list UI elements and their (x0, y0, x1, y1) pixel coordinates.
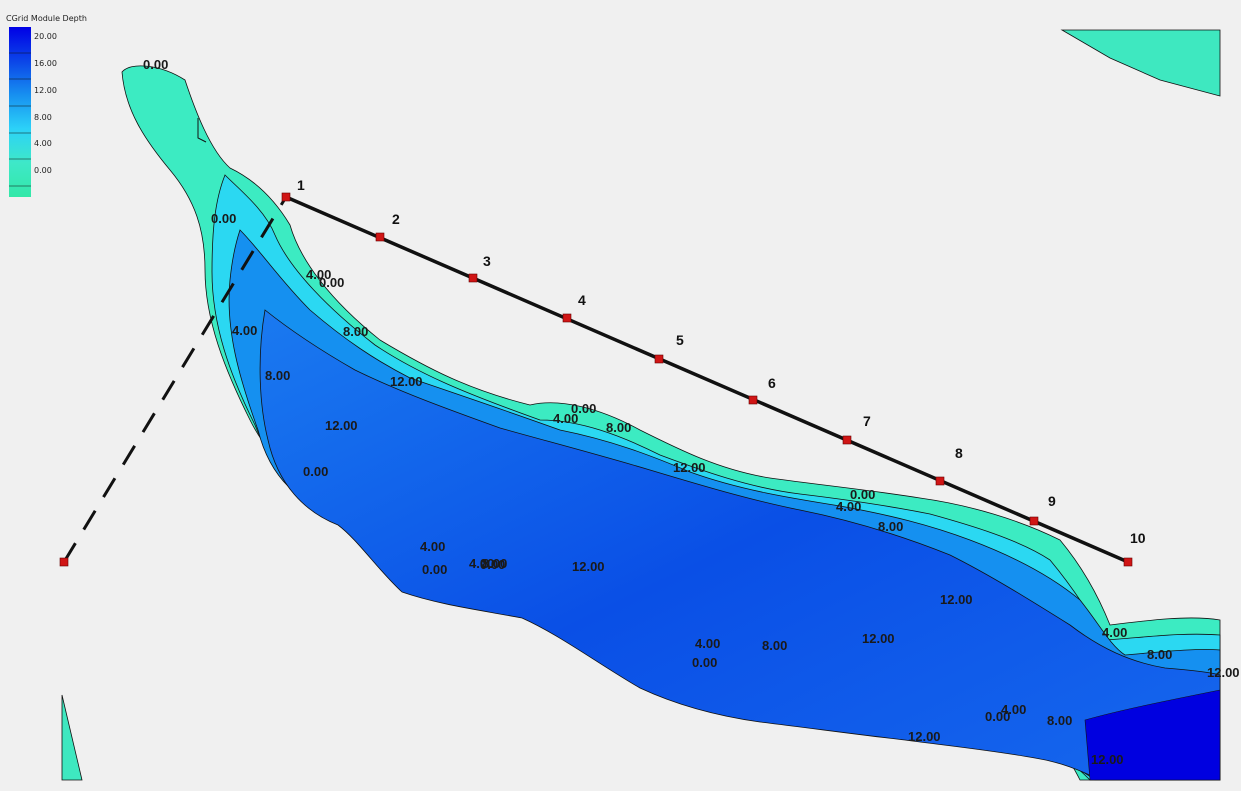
station-4[interactable]: 4 (562, 292, 586, 323)
station-2[interactable]: 2 (375, 211, 400, 242)
contour-label: 4.00 (232, 323, 257, 338)
legend-tick: 20.00 (34, 32, 57, 41)
contour-label: 12.00 (390, 374, 423, 389)
contour-label: 8.00 (762, 638, 787, 653)
depth-zone-20 (1084, 689, 1221, 781)
contour-label: 4.00 (553, 411, 578, 426)
station-label: 10 (1130, 530, 1146, 546)
contour-label: 8.00 (1147, 647, 1172, 662)
station-5[interactable]: 5 (654, 332, 684, 364)
contour-label: 0.00 (571, 401, 596, 416)
station-label: 1 (297, 177, 305, 193)
station-label: 7 (863, 413, 871, 429)
dashed-transect (62, 196, 288, 563)
station-3[interactable]: 3 (468, 253, 491, 283)
depth-legend: CGrid Module Depth 20.00 16.00 12.00 8.0… (6, 14, 87, 197)
legend-tick: 8.00 (34, 113, 52, 122)
contour-label: 8.00 (343, 324, 368, 339)
station-1[interactable]: 1 (281, 177, 305, 202)
contour-label: 4.00 (695, 636, 720, 651)
contour-label: 12.00 (673, 460, 706, 475)
contour-label: 12.00 (1207, 665, 1240, 680)
legend-title: CGrid Module Depth (6, 14, 87, 23)
station-label: 4 (578, 292, 586, 308)
contour-label: 12.00 (325, 418, 358, 433)
station-label: 5 (676, 332, 684, 348)
contour-label: 12.00 (862, 631, 895, 646)
contour-label: 0.00 (143, 57, 168, 72)
legend-tick: 0.00 (34, 166, 52, 175)
station-6[interactable]: 6 (748, 375, 776, 405)
depth-zone-12 (259, 309, 1221, 781)
legend-tick: 4.00 (34, 139, 52, 148)
station-label: 3 (483, 253, 491, 269)
station-8[interactable]: 8 (935, 445, 963, 486)
contour-label: 12.00 (940, 592, 973, 607)
contour-label: 4.00 (836, 499, 861, 514)
contour-label: 12.00 (572, 559, 605, 574)
station-label: 6 (768, 375, 776, 391)
contour-label: 4.00 (1001, 702, 1026, 717)
contour-label: 4.00 (469, 556, 494, 571)
station-label: 8 (955, 445, 963, 461)
contour-label: 12.00 (1091, 752, 1124, 767)
contour-label: 4.00 (420, 539, 445, 554)
contour-label: 0.00 (850, 487, 875, 502)
contour-label: 0.00 (211, 211, 236, 226)
channel-marker (197, 118, 207, 143)
contour-label: 0.00 (422, 562, 447, 577)
station-label: 9 (1048, 493, 1056, 509)
station-7[interactable]: 7 (842, 413, 871, 445)
contour-label: 4.00 (306, 267, 331, 282)
contour-label: 0.00 (303, 464, 328, 479)
contour-label: 0.00 (985, 709, 1010, 724)
contour-label: 8.00 (1047, 713, 1072, 728)
profile-line[interactable] (285, 195, 1129, 564)
contour-label: 0.00 (319, 275, 344, 290)
legend-color-bar (9, 27, 31, 197)
contour-label: 8.00 (878, 519, 903, 534)
shoal-bottom-left (61, 694, 83, 781)
station-9[interactable]: 9 (1029, 493, 1056, 526)
contour-label: 4.00 (1102, 625, 1127, 640)
contour-label: 0.00 (480, 557, 505, 572)
station-label: 2 (392, 211, 400, 227)
station-10[interactable]: 10 (1123, 530, 1146, 567)
contour-label: 12.00 (908, 729, 941, 744)
transect-end-marker[interactable] (59, 557, 69, 567)
legend-tick: 16.00 (34, 59, 57, 68)
contour-label: 8.00 (265, 368, 290, 383)
contour-label: 0.00 (692, 655, 717, 670)
legend-tick: 12.00 (34, 86, 57, 95)
shoal-top-right (1060, 29, 1221, 97)
contour-label: 8.00 (482, 556, 507, 571)
contour-label: 8.00 (606, 420, 631, 435)
